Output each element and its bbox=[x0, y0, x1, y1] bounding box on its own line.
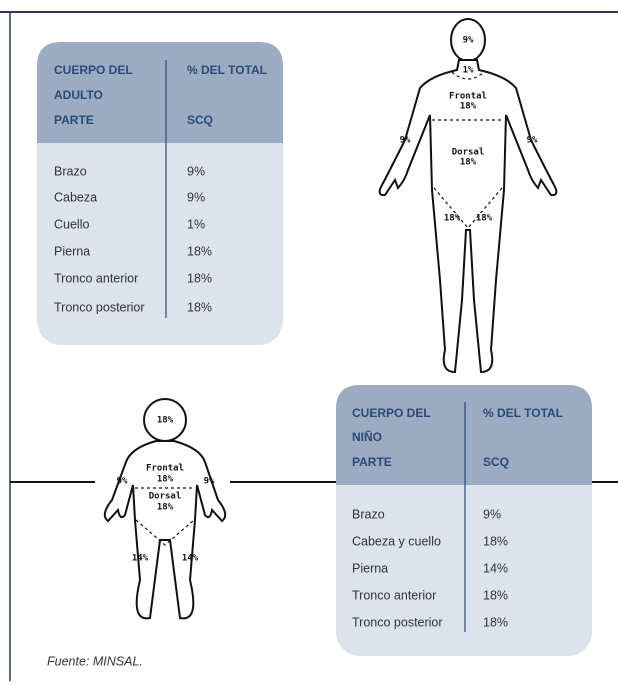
header-text: PARTE bbox=[54, 113, 94, 127]
cell: 18% bbox=[187, 271, 212, 285]
cell: Cabeza bbox=[54, 190, 97, 204]
cell: Tronco anterior bbox=[54, 271, 138, 285]
figure-label: 9% bbox=[463, 36, 474, 46]
figure-label: 18% bbox=[476, 214, 493, 224]
header-text: SCQ bbox=[483, 455, 509, 469]
cell: 18% bbox=[187, 244, 212, 258]
cell: Cuello bbox=[54, 217, 89, 231]
header-text: NIÑO bbox=[352, 429, 382, 444]
figure-label: 9% bbox=[204, 477, 215, 487]
header-text: SCQ bbox=[187, 113, 213, 127]
header-text: ADULTO bbox=[54, 88, 103, 102]
figure-label: 9% bbox=[400, 136, 411, 146]
figure-label: 14% bbox=[182, 554, 199, 564]
cell: Brazo bbox=[54, 164, 87, 178]
source-note: Fuente: MINSAL. bbox=[47, 654, 143, 668]
cell: Cabeza y cuello bbox=[352, 534, 441, 548]
header-text: % DEL TOTAL bbox=[483, 406, 563, 420]
header-text: CUERPO DEL bbox=[352, 406, 431, 420]
figure-label: 9% bbox=[117, 477, 128, 487]
cell: Tronco anterior bbox=[352, 588, 436, 602]
cell: 1% bbox=[187, 217, 205, 231]
cell: 18% bbox=[187, 300, 212, 314]
figure-label: 18% bbox=[460, 158, 477, 168]
figure-label: 18% bbox=[444, 214, 461, 224]
header-text: PARTE bbox=[352, 455, 392, 469]
figure-label: 9% bbox=[527, 136, 538, 146]
page: CUERPO DEL ADULTO PARTE % DEL TOTAL SCQ Brazo… bbox=[0, 0, 618, 681]
figure-label: Frontal bbox=[449, 92, 487, 102]
cell: Pierna bbox=[54, 244, 90, 258]
cell: Tronco posterior bbox=[54, 300, 145, 314]
figure-label: 1% bbox=[463, 66, 474, 76]
cell: Tronco posterior bbox=[352, 615, 443, 629]
cell: 9% bbox=[483, 507, 501, 521]
cell: Brazo bbox=[352, 507, 385, 521]
cell: 18% bbox=[483, 534, 508, 548]
figure-label: 18% bbox=[157, 475, 174, 485]
figure-label: Dorsal bbox=[149, 492, 182, 502]
header-text: CUERPO DEL bbox=[54, 63, 133, 77]
header-text: % DEL TOTAL bbox=[187, 63, 267, 77]
figure-label: 18% bbox=[157, 416, 174, 426]
cell: 9% bbox=[187, 164, 205, 178]
cell: 18% bbox=[483, 588, 508, 602]
figure-label: 18% bbox=[157, 503, 174, 513]
cell: 9% bbox=[187, 190, 205, 204]
cell: 14% bbox=[483, 561, 508, 575]
cell: Pierna bbox=[352, 561, 388, 575]
figure-label: Frontal bbox=[146, 464, 184, 474]
figure-label: 18% bbox=[460, 102, 477, 112]
figure-label: Dorsal bbox=[452, 148, 485, 158]
figure-label: 14% bbox=[132, 554, 149, 564]
cell: 18% bbox=[483, 615, 508, 629]
